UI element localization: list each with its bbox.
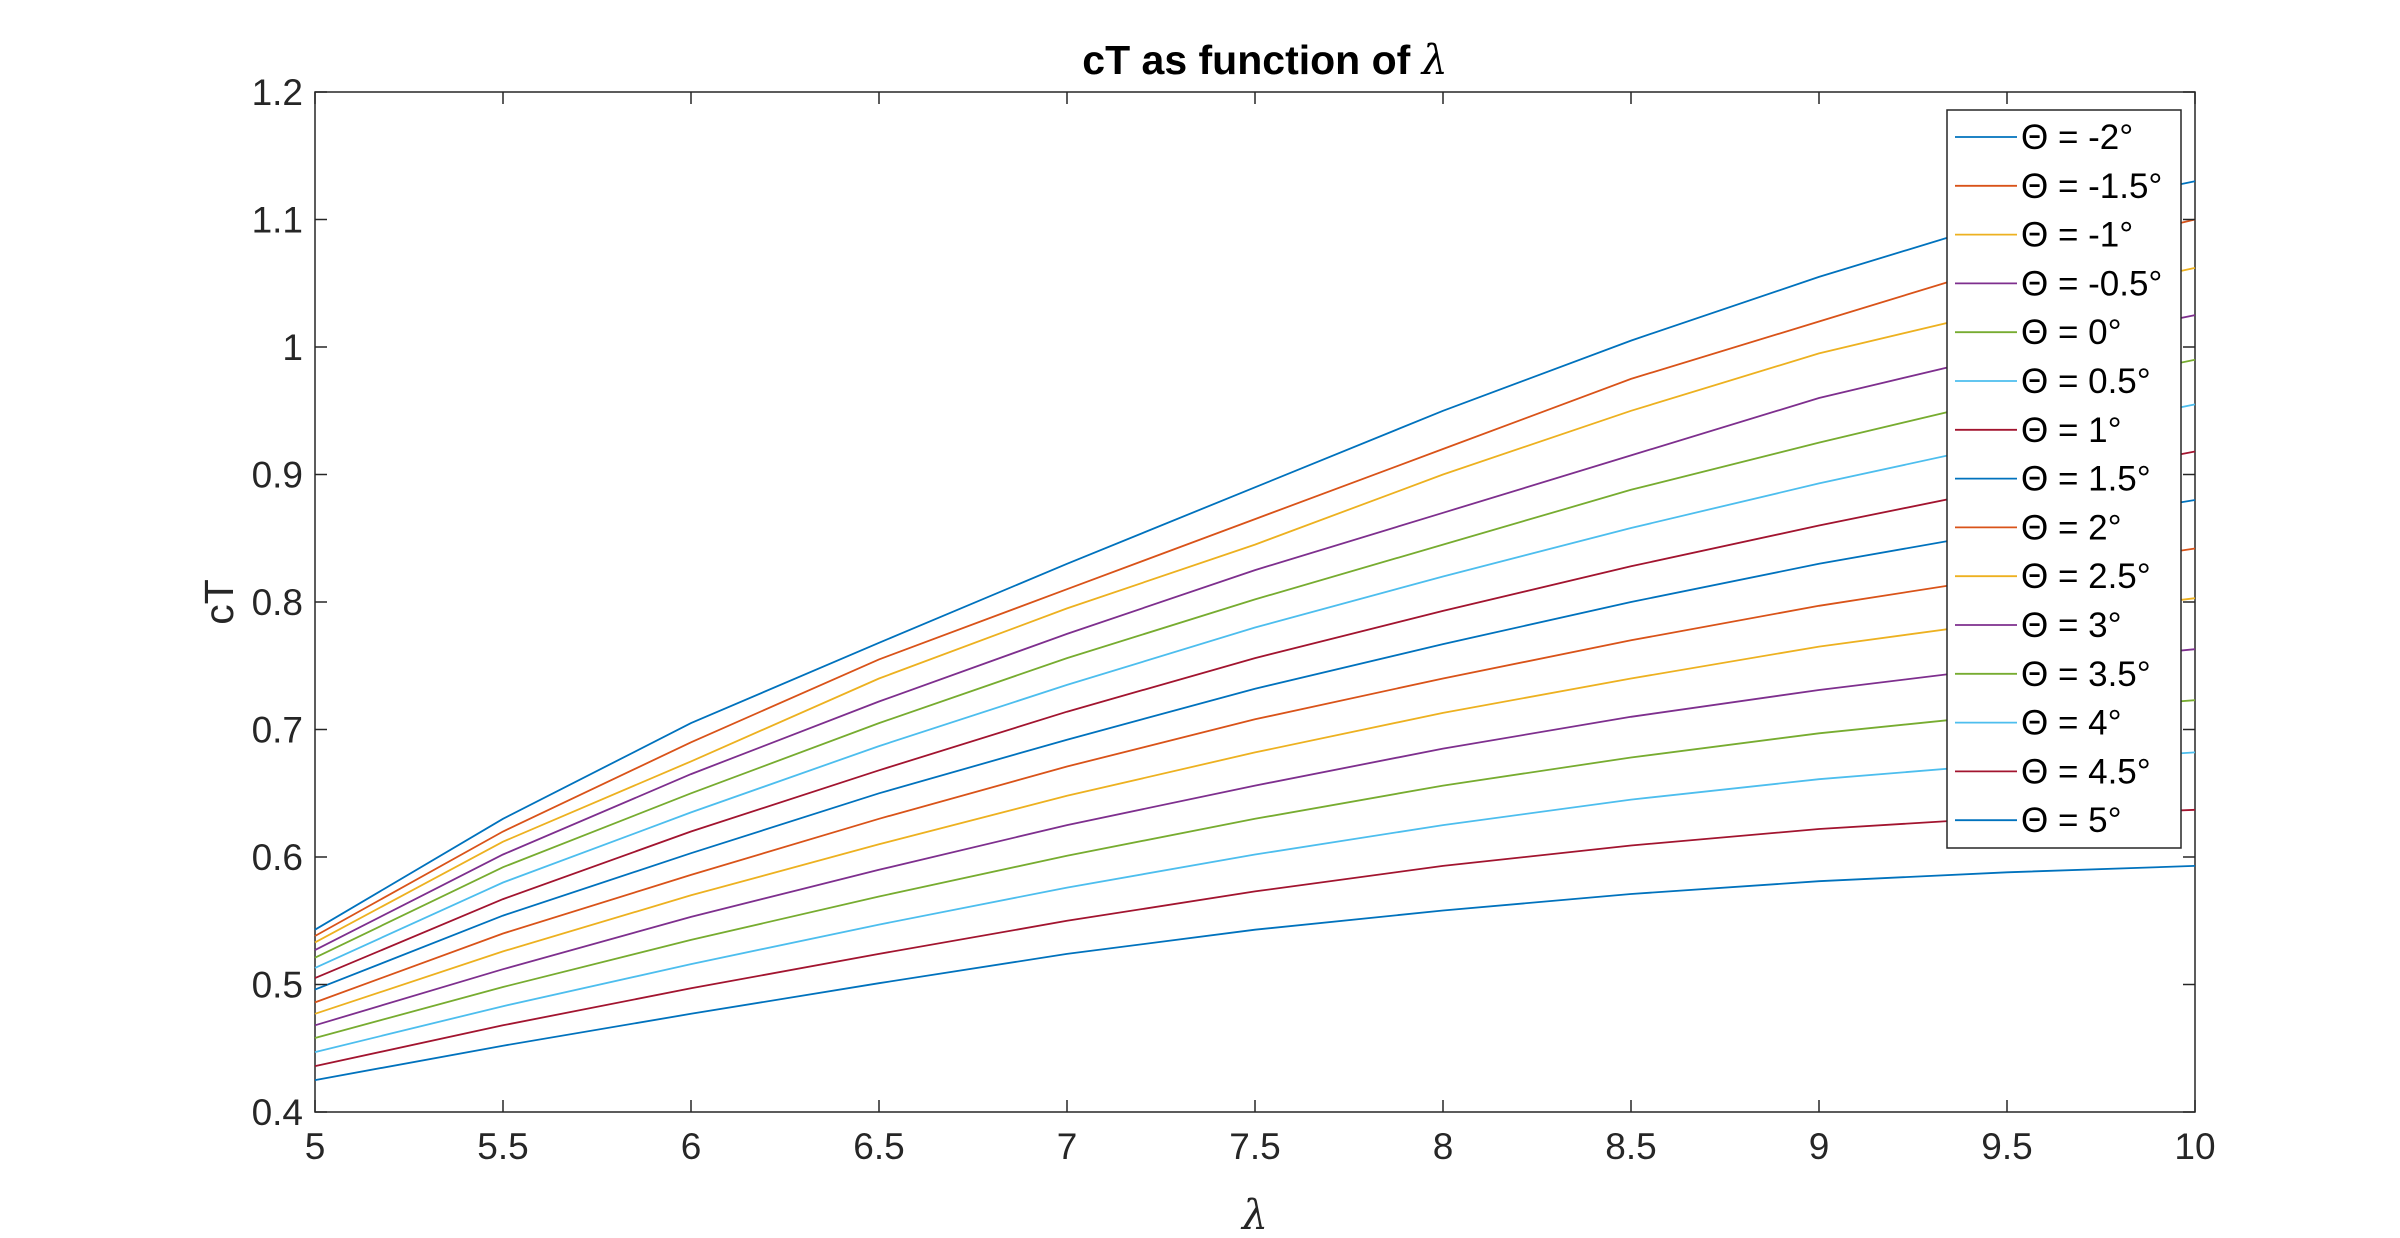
x-tick-label: 9.5 (1981, 1126, 2032, 1167)
legend-label: Θ = 5° (2021, 801, 2122, 840)
legend-label: Θ = -1.5° (2021, 167, 2162, 206)
plot-area (314, 91, 2196, 1113)
x-tick-label: 5.5 (477, 1126, 528, 1167)
x-tick-label: 8.5 (1605, 1126, 1656, 1167)
x-tick-label: 5 (305, 1126, 326, 1167)
y-tick-label: 1.1 (252, 200, 303, 241)
series-line (314, 218, 2196, 937)
legend-label: Θ = 3° (2021, 606, 2122, 645)
y-tick-label: 0.6 (252, 837, 303, 878)
y-tick-label: 1 (282, 327, 303, 368)
series-line (314, 450, 2196, 979)
series-layer (314, 180, 2196, 1081)
y-tick-label: 0.5 (252, 965, 303, 1006)
legend-label: Θ = -2° (2021, 118, 2133, 157)
legend: Θ = -2° Θ = -1.5° Θ = -1° Θ = -0.5° Θ = 0° Θ … (1946, 109, 2182, 849)
legend-label: Θ = 2° (2021, 508, 2122, 547)
legend-label: Θ = 3.5° (2021, 655, 2151, 694)
series-line (314, 358, 2196, 959)
y-axis-label: cT (196, 579, 242, 625)
x-tick-label: 9 (1809, 1126, 1830, 1167)
series-line (314, 865, 2196, 1081)
y-tick-label: 0.9 (252, 455, 303, 496)
legend-label: Θ = 0.5° (2021, 362, 2151, 401)
chart-title-symbol: λ (1420, 36, 1448, 84)
y-tick-label: 1.2 (252, 72, 303, 113)
y-tick-label: 0.4 (252, 1092, 303, 1133)
y-tick-label: 0.7 (252, 710, 303, 751)
x-tick-label: 6 (681, 1126, 702, 1167)
series-line (314, 180, 2196, 931)
x-tick-label: 7.5 (1229, 1126, 1280, 1167)
legend-label: Θ = -1° (2021, 216, 2133, 255)
legend-label: Θ = -0.5° (2021, 264, 2162, 303)
legend-label: Θ = 1° (2021, 411, 2122, 450)
x-tick-label: 6.5 (853, 1126, 904, 1167)
series-line (314, 597, 2196, 1015)
legend-label: Θ = 2.5° (2021, 557, 2151, 596)
legend-label: Θ = 1.5° (2021, 460, 2151, 499)
series-line (314, 751, 2196, 1053)
x-tick-label: 10 (2174, 1126, 2215, 1167)
series-line (314, 499, 2196, 991)
x-tick-label: 7 (1057, 1126, 1078, 1167)
legend-label: Θ = 4° (2021, 704, 2122, 743)
series-line (314, 403, 2196, 969)
chart-title-text: cT as function of (1082, 37, 1410, 83)
legend-label: Θ = 0° (2021, 313, 2122, 352)
x-axis-label: λ (1240, 1191, 1268, 1238)
series-line (314, 267, 2196, 944)
series-line (314, 808, 2196, 1067)
series-line (314, 547, 2196, 1004)
legend-label: Θ = 4.5° (2021, 752, 2151, 791)
series-line (314, 314, 2196, 951)
series-line (314, 648, 2196, 1027)
legend-entries: Θ = -2° Θ = -1.5° Θ = -1° Θ = -0.5° Θ = 0° Θ … (1955, 118, 2162, 840)
chart-title: cT as function of λ (1082, 36, 1447, 84)
x-tick-label: 8 (1433, 1126, 1454, 1167)
tick-layer: 5 5.5 6 6.5 7 7.5 8 8.5 9 9.5 10 0.4 0.5 0.6 0.7 0.8 0.9… (252, 72, 2216, 1167)
series-line (314, 699, 2196, 1039)
y-tick-label: 0.8 (252, 582, 303, 623)
